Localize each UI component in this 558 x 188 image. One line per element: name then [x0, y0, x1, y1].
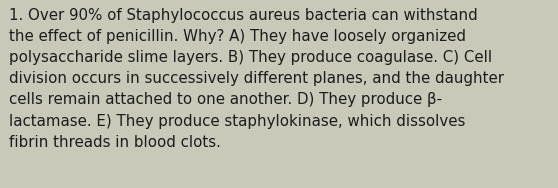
Text: 1. Over 90% of Staphylococcus aureus bacteria can withstand
the effect of penici: 1. Over 90% of Staphylococcus aureus bac… — [9, 8, 504, 150]
